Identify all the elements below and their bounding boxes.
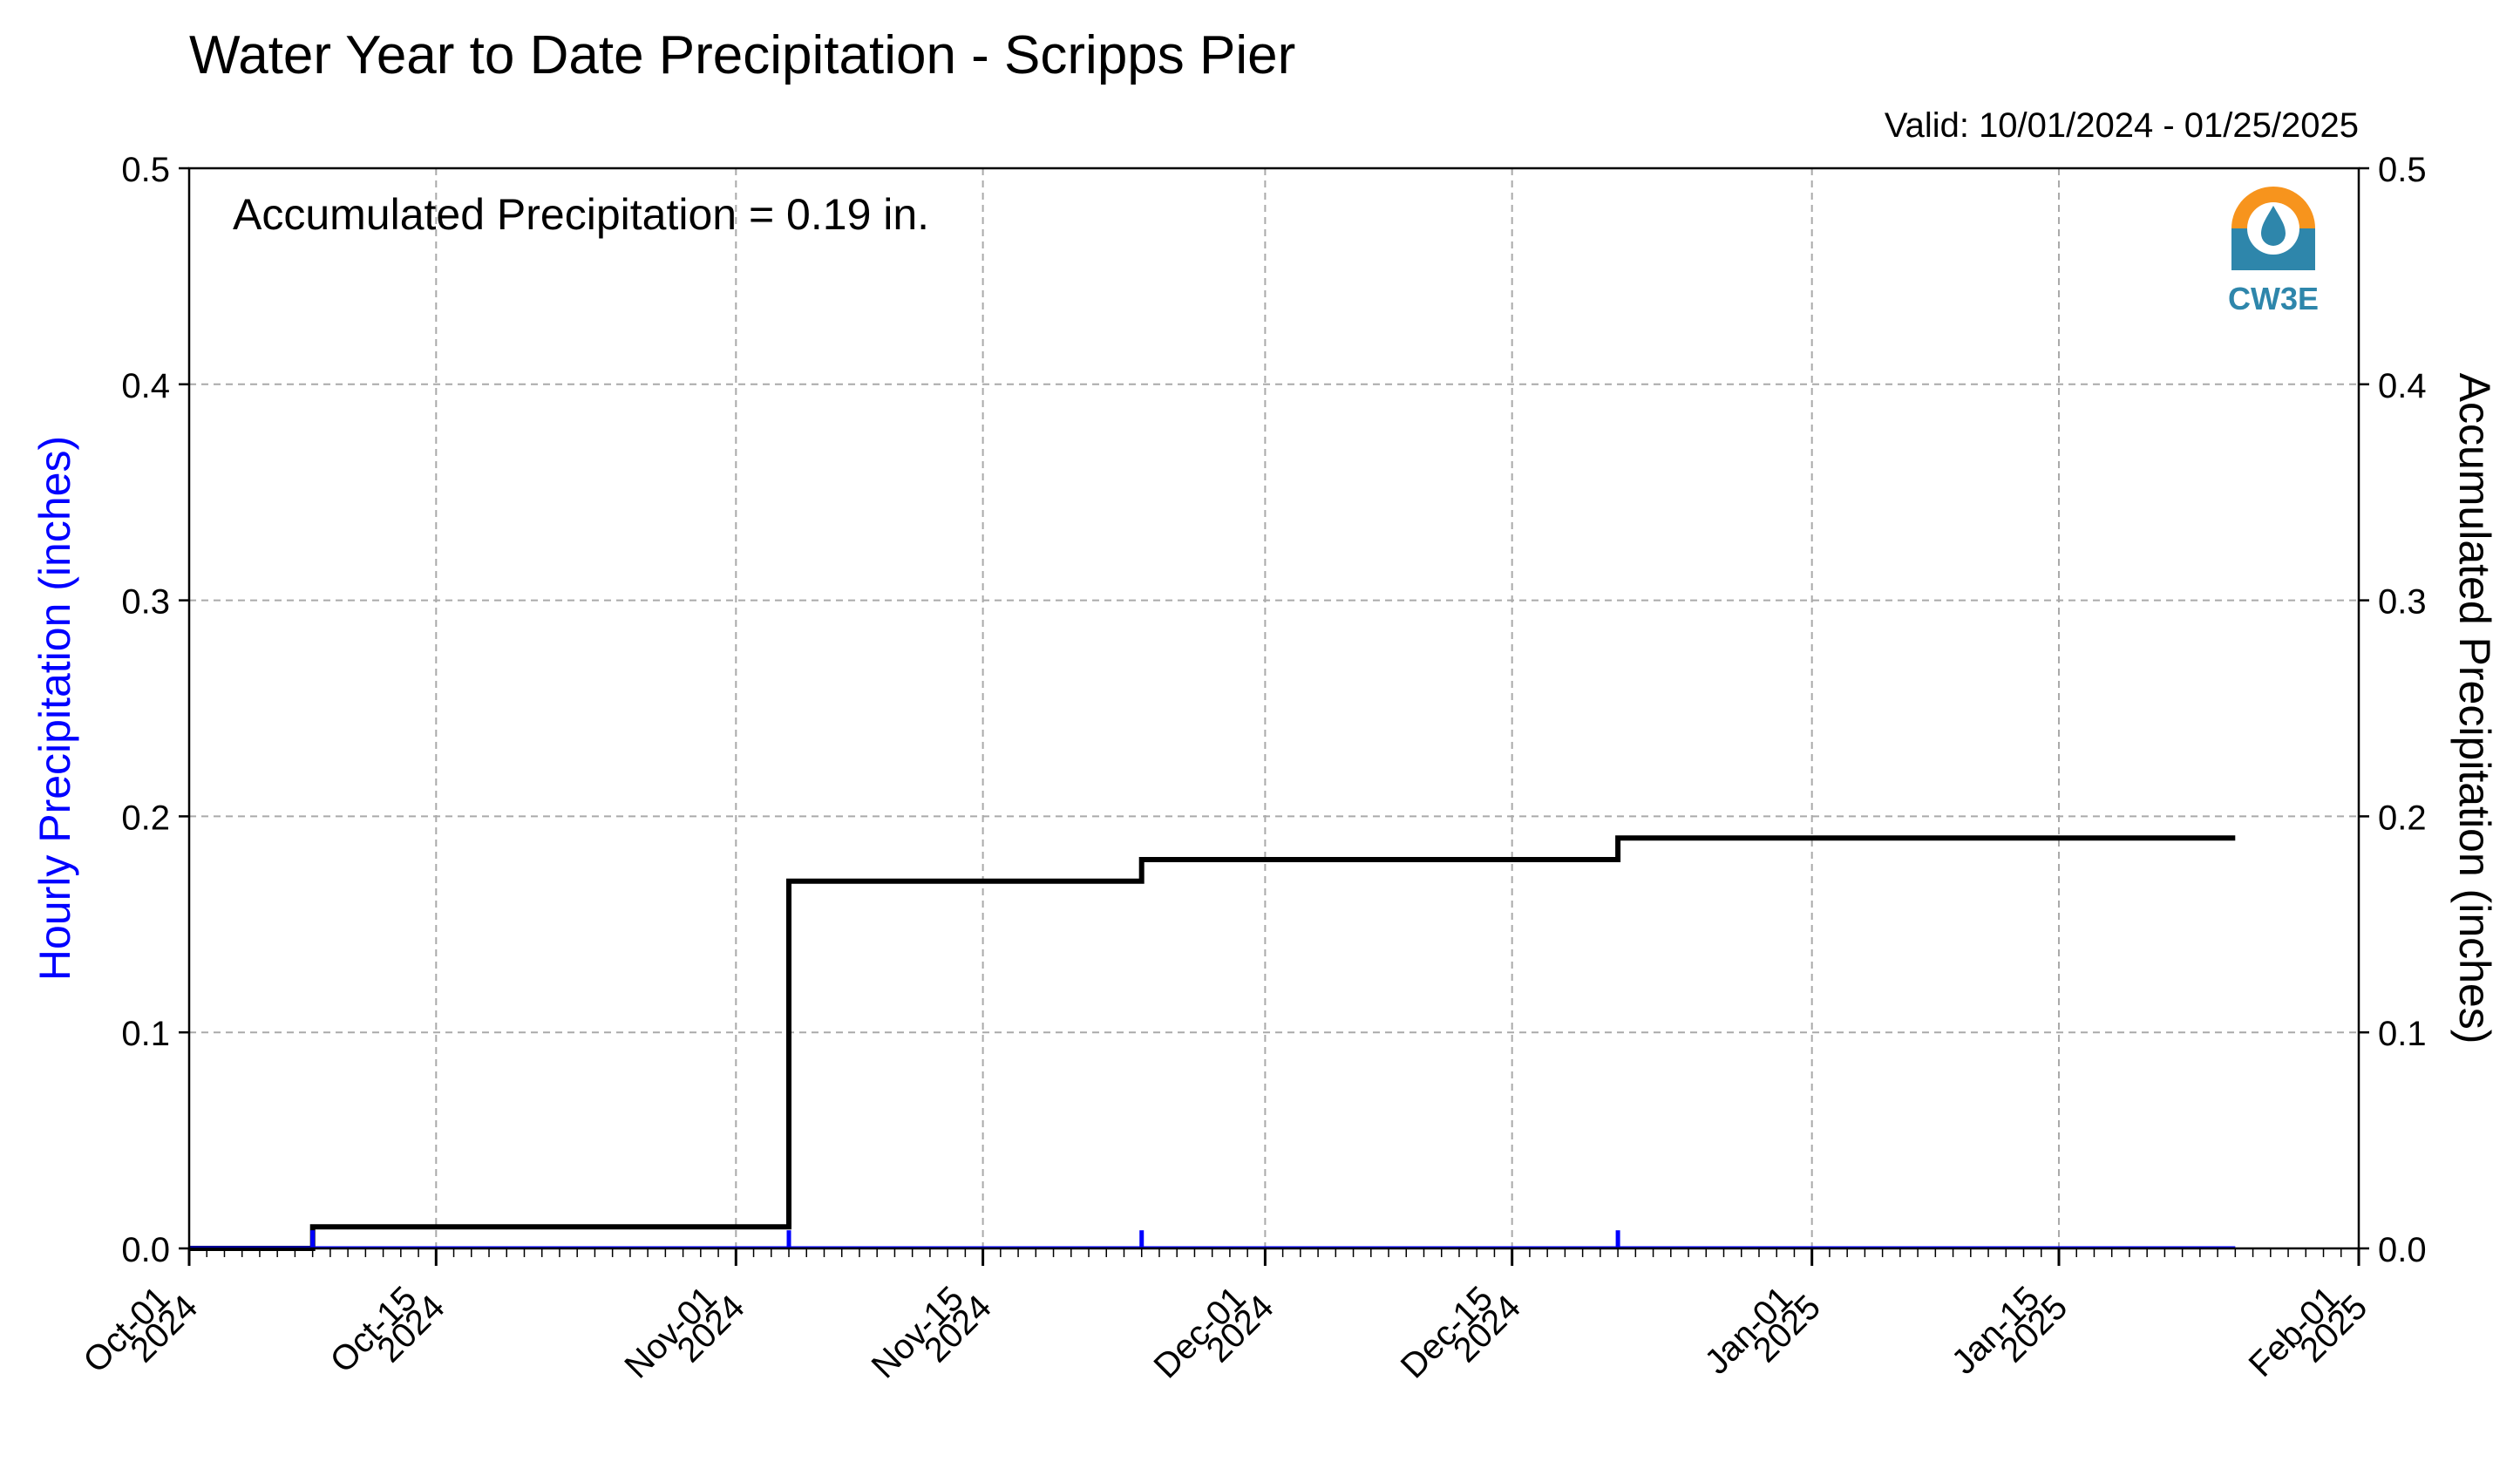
y-tick-label-left: 0.2	[121, 799, 170, 837]
y-tick-label-right: 0.5	[2378, 151, 2427, 189]
minor-ticks	[188, 1248, 2360, 1257]
grid-lines	[189, 168, 2359, 1248]
accumulated-annotation: Accumulated Precipitation = 0.19 in.	[233, 190, 929, 239]
chart-title: Water Year to Date Precipitation - Scrip…	[189, 25, 1296, 85]
y-tick-label-right: 0.4	[2378, 367, 2427, 405]
logo-text: CW3E	[2228, 281, 2319, 316]
y-tick-label-right: 0.3	[2378, 583, 2427, 622]
valid-range: Valid: 10/01/2024 - 01/25/2025	[1884, 106, 2359, 145]
y-tick-label-left: 0.4	[121, 367, 170, 405]
y-tick-label-right: 0.0	[2378, 1231, 2427, 1269]
y-tick-label-left: 0.3	[121, 583, 170, 622]
water-drop-icon	[2261, 206, 2286, 246]
axis-labels: 0.0 0.00.1 0.10.2 0.20.3 0.30.4 0.40.5 0.5Oct-…	[76, 151, 2426, 1386]
series-layer	[189, 835, 2236, 1251]
y-axis-label-left: Hourly Precipitation (inches)	[31, 436, 79, 981]
y-tick-label-right: 0.1	[2378, 1015, 2427, 1053]
y-tick-label-left: 0.5	[121, 151, 170, 189]
cw3e-logo: CW3E	[2228, 187, 2319, 316]
y-tick-label-left: 0.0	[121, 1231, 170, 1269]
y-tick-label-right: 0.2	[2378, 799, 2427, 837]
y-tick-label-left: 0.1	[121, 1015, 170, 1053]
plot-frame	[187, 167, 2360, 1250]
accumulated-precip-line	[189, 835, 2236, 1251]
y-axis-label-right: Accumulated Precipitation (inches)	[2450, 373, 2499, 1044]
